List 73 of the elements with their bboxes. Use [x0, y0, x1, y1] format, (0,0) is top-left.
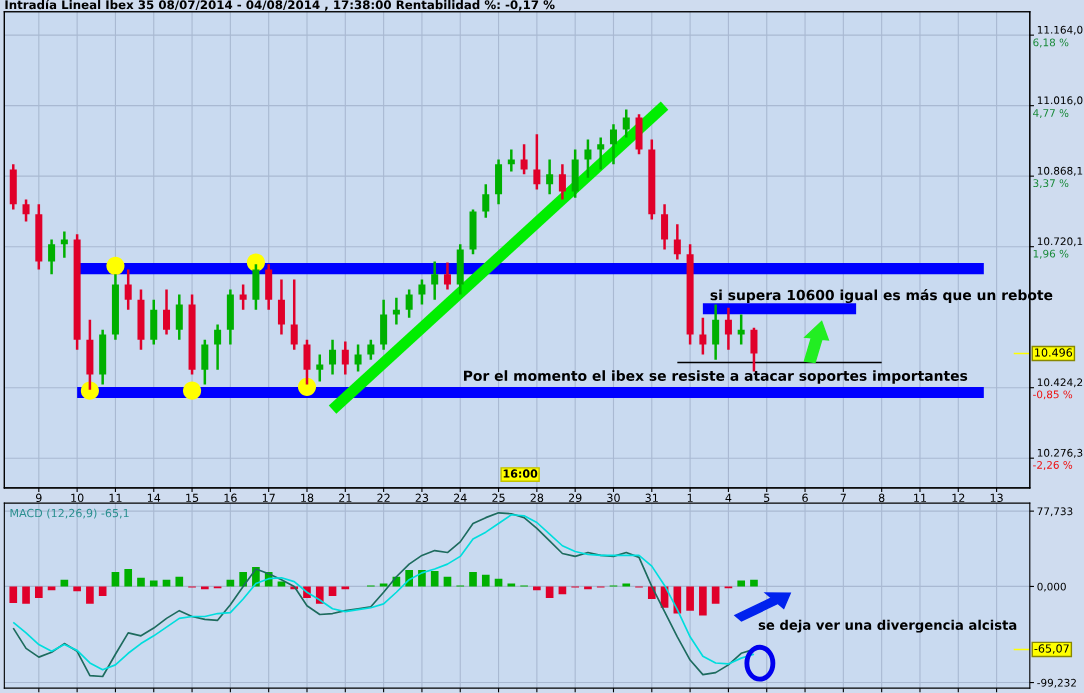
bar	[9, 586, 18, 603]
annotation: se deja ver una divergencia alcista	[758, 619, 1017, 633]
x-tick-label: 15	[186, 493, 199, 503]
x-tick-label: 23	[415, 493, 429, 503]
bar	[73, 586, 81, 592]
annotation: Por el momento el ibex se resiste a atacar soportes importantes	[463, 370, 968, 384]
x-tick-label: 11	[914, 493, 927, 502]
x-tick-label: 16	[224, 493, 237, 503]
x-tick-label: 13	[990, 493, 1003, 503]
y-tick-label: 11.164,0	[1037, 25, 1083, 35]
bar	[341, 586, 350, 590]
bar	[686, 586, 694, 611]
x-tick-label: 30	[607, 493, 620, 503]
x-tick-label: 22	[377, 493, 390, 502]
y-tick-label: 77,733	[1037, 507, 1073, 517]
x-tick-label: 8	[878, 493, 885, 503]
y2-tick-label: 3,37 %	[1033, 179, 1069, 189]
x-tick-label: 18	[301, 493, 314, 503]
y-tick-label: -99,232	[1037, 678, 1076, 688]
x-tick-label: 29	[568, 493, 582, 503]
annotation: 16:00	[503, 469, 538, 478]
y-tick-label: 10.276,3	[1037, 448, 1083, 458]
x-tick-label: 25	[492, 493, 505, 503]
ref-line-label: -65,07	[1034, 644, 1069, 654]
bar	[201, 586, 209, 590]
bar	[584, 586, 592, 590]
bar	[22, 586, 30, 604]
bar	[699, 586, 707, 616]
y-tick-label: 11.016,0	[1037, 96, 1083, 106]
x-tick-label: 12	[952, 493, 965, 502]
y2-tick-label: 6,18 %	[1033, 38, 1069, 48]
x-tick-label: 28	[530, 493, 544, 503]
y2-tick-label: 4,77 %	[1033, 109, 1069, 119]
y-tick-label: 10.720,1	[1037, 237, 1083, 247]
y-tick-label: 10.868,1	[1037, 166, 1083, 176]
bar	[124, 568, 133, 587]
x-tick-label: 1	[687, 493, 693, 502]
x-tick-label: 14	[147, 493, 161, 502]
x-tick-label: 5	[764, 493, 770, 503]
x-tick-label: 4	[725, 493, 732, 502]
bar	[175, 576, 184, 587]
bar	[430, 570, 439, 587]
ref-line-label: 10.496	[1035, 348, 1073, 357]
bar	[469, 571, 477, 587]
y2-tick-label: -2,26 %	[1033, 461, 1073, 470]
bar	[137, 577, 145, 587]
x-tick-label: 6	[802, 493, 808, 503]
x-tick-label: 17	[262, 493, 275, 502]
bar	[750, 579, 758, 587]
y-tick-label: 0,000	[1037, 582, 1066, 592]
bar	[239, 571, 247, 587]
chart-title: Intradía Lineal Ibex 35 08/07/2014 - 04/08/2014 , 17:38:00 Rentabilidad %: -0,17 %	[5, 0, 555, 11]
x-tick-label: 10	[71, 493, 84, 503]
bar	[47, 586, 56, 591]
x-tick-label: 9	[35, 493, 42, 503]
y-tick-label: 10.424,2	[1037, 378, 1083, 388]
bar	[481, 574, 490, 587]
bar	[98, 586, 107, 597]
bar	[328, 586, 337, 597]
chart-title: MACD (12,26,9) -65,1	[10, 508, 129, 519]
bar	[558, 586, 567, 595]
x-tick-label: 31	[645, 493, 658, 503]
x-tick-label: 21	[339, 493, 352, 502]
y2-tick-label: -0,85 %	[1033, 390, 1073, 400]
y2-tick-label: 1,96 %	[1033, 249, 1069, 259]
x-tick-label: 11	[109, 493, 122, 502]
bar	[711, 586, 720, 604]
x-tick-label: 24	[453, 493, 467, 502]
bar	[545, 586, 554, 599]
bar	[34, 586, 43, 599]
bar	[533, 586, 541, 591]
bar	[86, 586, 94, 604]
x-tick-label: 7	[840, 493, 846, 502]
